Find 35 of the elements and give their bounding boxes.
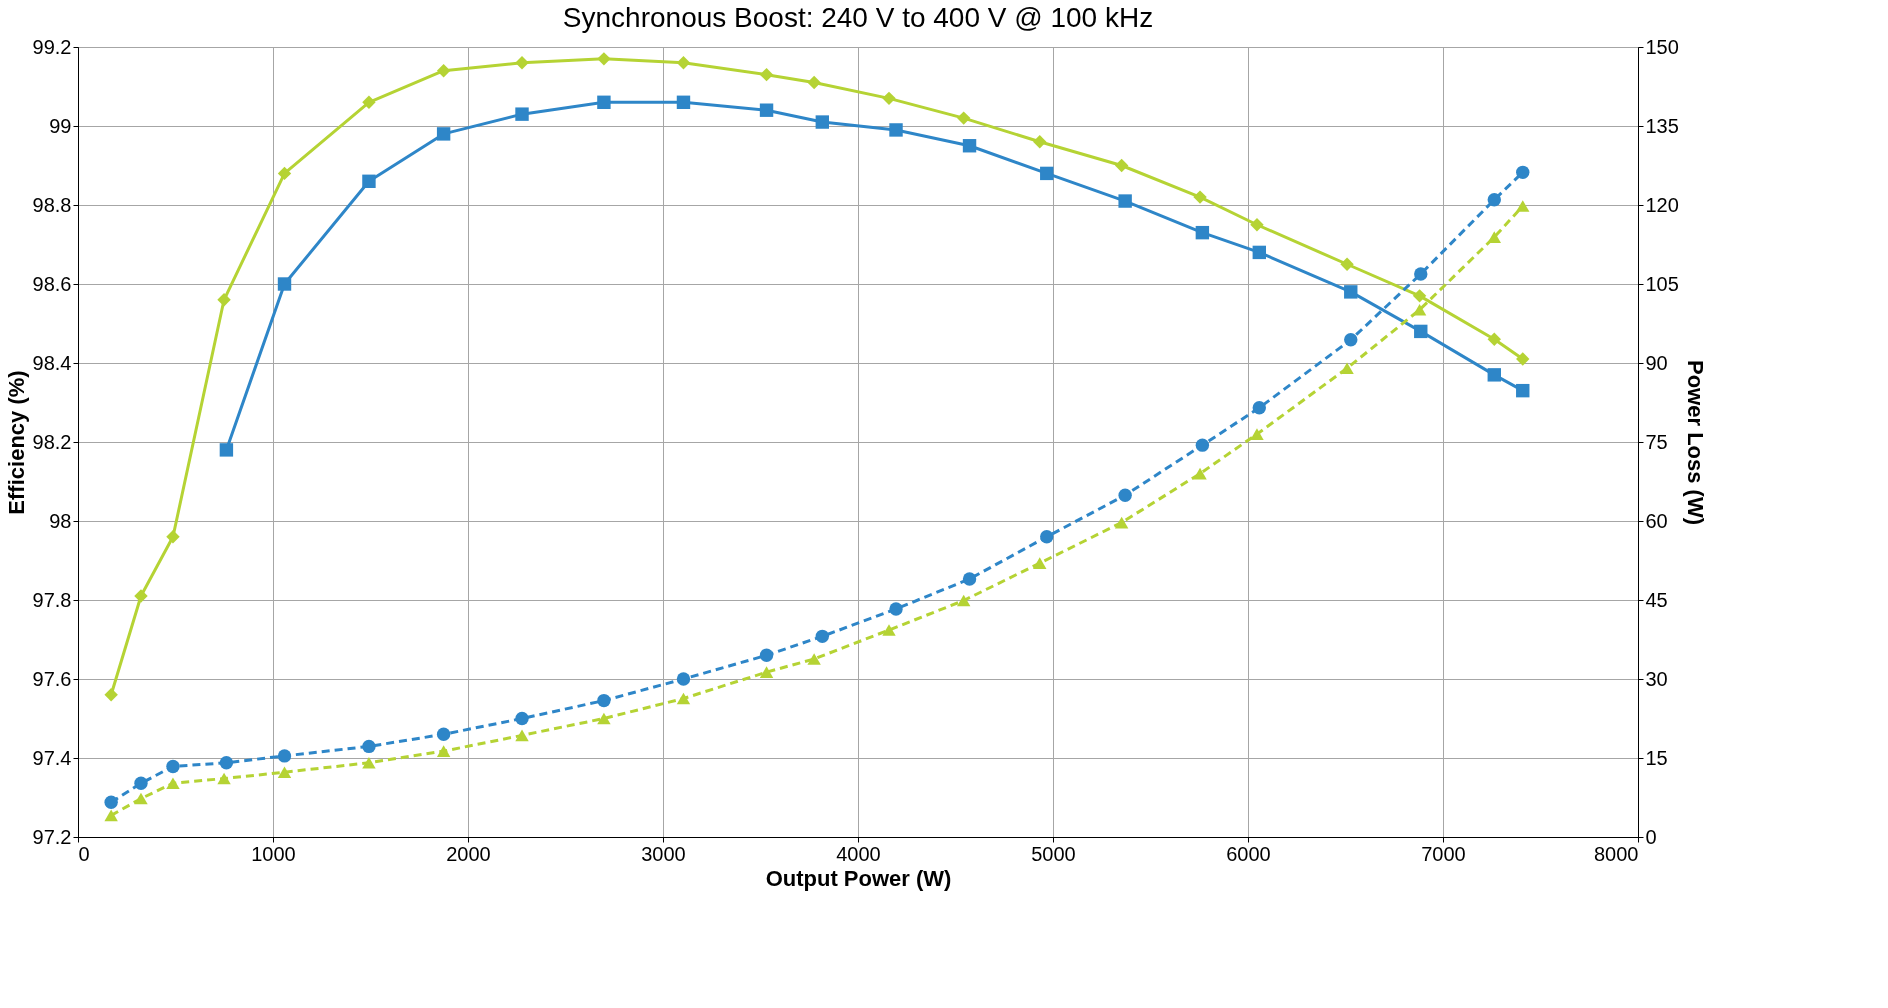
y-tick-label: 97.6 [32,667,72,690]
y-tick-label: 98 [49,509,72,532]
y-tick-label: 98.4 [32,351,72,374]
y2-tick-label: 15 [1645,746,1668,769]
x-tick-label: 6000 [1226,842,1271,865]
y-tick-label: 97.4 [32,746,72,769]
x-tick-label: 3000 [641,842,686,865]
chart-title: Synchronous Boost: 240 V to 400 V @ 100 kHz [562,2,1154,33]
y2-tick-label: 45 [1645,588,1668,611]
y2-tick-label: 0 [1645,825,1657,848]
y2-tick-label: 90 [1645,351,1668,374]
x-tick-label: 2000 [446,842,491,865]
y2-tick-label: 105 [1645,272,1679,295]
y-tick-label: 97.2 [32,825,72,848]
y-tick-label: 98.2 [32,430,72,453]
y2-tick-label: 120 [1645,193,1679,216]
x-tick-label: 1000 [251,842,296,865]
x-tick-label: 8000 [1594,842,1639,865]
y-tick-label: 98.8 [32,193,72,216]
x-tick-label: 4000 [836,842,881,865]
y2-tick-label: 75 [1645,430,1668,453]
y-tick-label: 97.8 [32,588,72,611]
y2-tick-label: 150 [1645,35,1679,58]
y2-tick-label: 135 [1645,114,1679,137]
y-tick-label: 98.6 [32,272,72,295]
x-tick-label: 5000 [1031,842,1076,865]
y-tick-label: 99.2 [32,35,72,58]
x-tick-label: 0 [78,842,90,865]
y2-axis-title: Power Loss (W) [1682,359,1708,526]
x-tick-label: 7000 [1421,842,1466,865]
y-tick-label: 99 [49,114,72,137]
y2-tick-label: 60 [1645,509,1668,532]
y-axis-title: Efficiency (%) [3,370,29,515]
x-axis-title: Output Power (W) [765,865,952,891]
y2-tick-label: 30 [1645,667,1668,690]
